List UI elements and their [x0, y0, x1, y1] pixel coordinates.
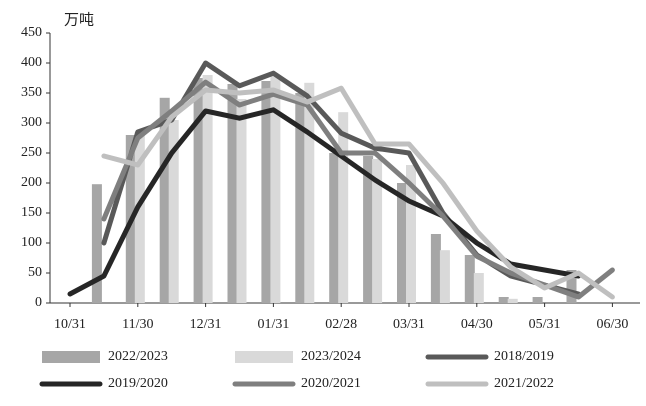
x-tick-label: 05/31: [529, 317, 561, 332]
x-tick-label: 12/31: [190, 317, 222, 332]
x-tick-label: 02/28: [325, 317, 357, 332]
bar: [498, 297, 509, 303]
x-tick-label: 03/31: [393, 317, 425, 332]
bar: [168, 120, 179, 303]
x-tick-label: 04/30: [461, 317, 493, 332]
legend-swatch: [235, 351, 293, 363]
bar: [372, 159, 383, 303]
bar: [159, 97, 170, 303]
y-tick-label: 450: [21, 25, 42, 40]
y-tick-label: 300: [21, 115, 42, 130]
x-tick-label: 10/31: [54, 317, 86, 332]
y-tick-label: 0: [35, 295, 42, 310]
bar: [430, 234, 441, 303]
bar: [338, 112, 349, 303]
legend-label: 2020/2021: [301, 376, 361, 391]
y-tick-label: 50: [28, 265, 42, 280]
legend-label: 2023/2024: [301, 349, 361, 364]
line: [101, 85, 615, 300]
bar: [91, 184, 102, 303]
x-tick-label: 11/30: [122, 317, 153, 332]
bar: [270, 76, 281, 303]
bar: [261, 81, 272, 303]
y-tick-label: 100: [21, 235, 42, 250]
bar: [202, 75, 213, 303]
legend-label: 2018/2019: [494, 349, 554, 364]
y-tick-label: 200: [21, 175, 42, 190]
y-tick-label: 150: [21, 205, 42, 220]
y-tick-label: 250: [21, 145, 42, 160]
bar: [304, 82, 315, 303]
y-tick-label: 400: [21, 55, 42, 70]
legend-swatch: [42, 351, 100, 363]
bar: [532, 297, 543, 303]
line: [67, 107, 581, 297]
bar: [193, 78, 204, 303]
bar: [295, 93, 306, 303]
legend-label: 2019/2020: [108, 376, 168, 391]
bar: [406, 165, 416, 303]
x-tick-label: 01/31: [257, 317, 289, 332]
bar: [464, 255, 475, 303]
y-unit: 万吨: [64, 11, 94, 29]
y-tick-label: 350: [21, 85, 42, 100]
bar: [566, 270, 577, 303]
bar: [329, 153, 340, 303]
x-tick-label: 06/30: [596, 317, 628, 332]
legend-label: 2022/2023: [108, 349, 168, 364]
bar: [134, 132, 145, 303]
bar: [363, 156, 374, 303]
bar: [227, 84, 238, 303]
bar: [397, 183, 407, 303]
bar: [473, 273, 484, 303]
bar: [439, 250, 450, 303]
bar: [236, 99, 247, 303]
legend-label: 2021/2022: [494, 376, 554, 391]
bar: [507, 298, 518, 303]
